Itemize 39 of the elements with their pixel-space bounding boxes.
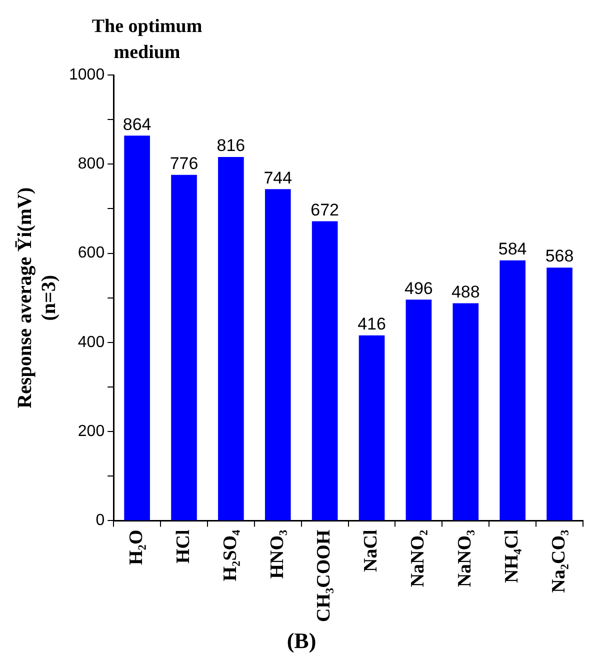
data-label: 488 bbox=[451, 282, 480, 302]
y-tick-label: 0 bbox=[96, 512, 105, 530]
x-tick-label: HNO₃ bbox=[266, 529, 288, 579]
data-label: 776 bbox=[170, 154, 198, 174]
y-tick-label: 400 bbox=[78, 334, 105, 351]
data-label: 496 bbox=[404, 278, 433, 298]
y-tick-label: 600 bbox=[78, 244, 105, 262]
bar bbox=[312, 221, 338, 520]
x-tick-label: NH₄Cl bbox=[501, 530, 522, 583]
y-axis-title: Response average Ȳi(mV) (n=3) bbox=[14, 187, 60, 408]
x-tick-label: HCl bbox=[172, 530, 194, 564]
x-tick-label: H₂SO₄ bbox=[220, 529, 241, 582]
text: (B) bbox=[286, 628, 318, 654]
bar bbox=[171, 174, 197, 520]
bar bbox=[218, 157, 244, 520]
x-tick-label: NaCl bbox=[360, 530, 382, 572]
x-tick-label: CH₃COOH bbox=[314, 530, 335, 622]
y-tick-label: 200 bbox=[78, 423, 105, 440]
x-tick-label: H₂O bbox=[126, 530, 147, 566]
bar bbox=[124, 136, 150, 520]
data-label: 416 bbox=[358, 314, 386, 334]
data-label: 744 bbox=[264, 168, 292, 188]
chart-title: The optimum medium bbox=[90, 15, 204, 65]
bar bbox=[358, 335, 385, 520]
y-tick-label: 1000 bbox=[69, 66, 105, 84]
bar bbox=[500, 260, 526, 520]
data-label: 864 bbox=[122, 114, 152, 134]
x-tick-label: Na₂CO₃ bbox=[548, 529, 570, 593]
data-label: 672 bbox=[310, 200, 340, 220]
bar bbox=[546, 268, 572, 520]
data-label: 584 bbox=[498, 240, 527, 259]
bar bbox=[264, 189, 291, 520]
y-tick-label: 800 bbox=[78, 156, 105, 173]
bar bbox=[452, 303, 479, 520]
x-tick-label: NaNO₂ bbox=[408, 529, 429, 588]
data-label: 816 bbox=[216, 136, 246, 156]
x-tick-label: NaNO₃ bbox=[454, 529, 476, 588]
data-label: 568 bbox=[545, 246, 574, 266]
bar bbox=[406, 300, 432, 520]
